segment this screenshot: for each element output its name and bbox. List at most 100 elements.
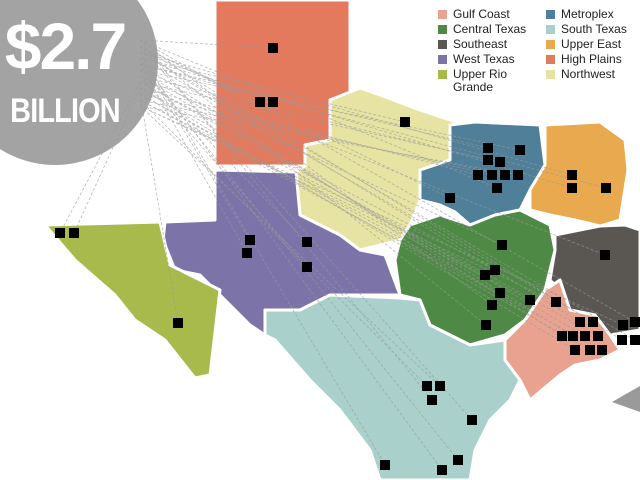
leader-line	[139, 39, 274, 49]
marker	[302, 237, 312, 247]
leader-line	[139, 45, 623, 341]
leader-line	[139, 93, 591, 351]
marker	[55, 228, 65, 238]
leader-line	[139, 75, 586, 337]
leader-line	[139, 81, 599, 337]
marker	[597, 345, 607, 355]
legend-swatch	[546, 25, 555, 34]
marker	[585, 345, 595, 355]
leader-line	[139, 45, 487, 326]
leader-line	[139, 105, 557, 303]
leader-line	[139, 93, 501, 294]
marker	[593, 331, 603, 341]
marker	[600, 250, 610, 260]
legend-item: Metroplex	[546, 8, 636, 21]
legend-label: High Plains	[561, 52, 622, 66]
leader-line	[139, 75, 503, 246]
marker	[481, 320, 491, 330]
marker	[601, 183, 611, 193]
marker	[500, 170, 510, 180]
marker	[483, 143, 493, 153]
legend-swatch	[438, 10, 447, 19]
marker	[242, 248, 252, 258]
legend-item: Southeast	[438, 38, 546, 51]
marker	[268, 43, 278, 53]
marker	[551, 297, 561, 307]
marker	[525, 295, 535, 305]
marker	[630, 335, 640, 345]
marker	[437, 465, 447, 475]
legend-item: Upper East	[546, 38, 636, 51]
marker	[467, 415, 477, 425]
marker	[567, 183, 577, 193]
leader-line	[139, 105, 441, 387]
leader-line	[139, 57, 594, 323]
leader-line	[139, 51, 386, 466]
legend-label: Gulf Coast	[453, 7, 510, 21]
legend-swatch	[546, 55, 555, 64]
marker	[492, 183, 502, 193]
legend-label: Northwest	[561, 67, 616, 81]
leader-line	[139, 51, 581, 323]
legend-label: Central Texas	[453, 22, 527, 36]
leader-line	[139, 87, 479, 176]
marker	[618, 320, 628, 330]
marker	[487, 170, 497, 180]
legend-item: Gulf Coast	[438, 8, 546, 21]
legend-swatch	[546, 40, 555, 49]
legend: Gulf Coast Central Texas Southeast West Tex…	[438, 8, 636, 94]
leader-line	[139, 99, 428, 387]
legend-swatch	[546, 10, 555, 19]
region-upper-rio-grande	[43, 220, 222, 380]
marker	[427, 395, 437, 405]
leader-line	[139, 39, 433, 401]
headline-amount: $2.7	[4, 9, 127, 83]
region-south-texas	[263, 293, 522, 480]
arrow	[612, 386, 640, 412]
marker	[497, 240, 507, 250]
marker	[380, 460, 390, 470]
leader-line	[139, 69, 606, 256]
leader-line	[139, 45, 473, 421]
marker	[495, 157, 505, 167]
marker	[568, 331, 578, 341]
marker	[473, 170, 483, 180]
marker	[630, 317, 640, 327]
legend-label: South Texas	[561, 22, 627, 36]
marker	[453, 455, 463, 465]
marker	[515, 145, 525, 155]
legend-swatch	[546, 70, 555, 79]
leader-line	[139, 51, 274, 103]
marker	[570, 345, 580, 355]
marker	[255, 97, 265, 107]
legend-swatch	[438, 70, 447, 79]
markers	[55, 43, 640, 475]
leader-line	[139, 105, 519, 176]
marker	[302, 262, 312, 272]
regions	[43, 0, 640, 480]
marker	[580, 331, 590, 341]
headline-circle	[0, 0, 158, 165]
marker	[435, 381, 445, 391]
marker	[483, 155, 493, 165]
marker	[480, 270, 490, 280]
marker	[567, 170, 577, 180]
legend-item: West Texas	[438, 53, 546, 66]
legend-label: Southeast	[453, 37, 508, 51]
leader-line	[139, 81, 501, 163]
marker	[445, 193, 455, 203]
marker	[422, 381, 432, 391]
leader-line	[139, 93, 179, 324]
marker	[490, 265, 500, 275]
marker	[400, 117, 410, 127]
leader-line	[139, 99, 531, 301]
region-upper-east	[528, 120, 630, 228]
legend-item: Central Texas	[438, 23, 546, 36]
leader-line	[139, 63, 607, 189]
marker	[487, 300, 497, 310]
leader-line	[139, 39, 498, 189]
marker	[588, 317, 598, 327]
leader-line	[139, 81, 496, 271]
